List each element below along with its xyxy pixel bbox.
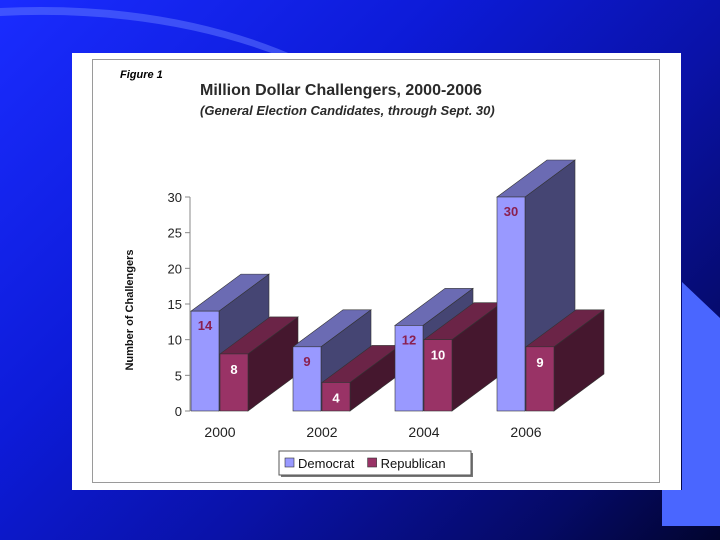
category-label-2002: 2002 — [306, 424, 337, 440]
bar-front-democrat-2002 — [292, 346, 322, 412]
bar-chart: Figure 1 Million Dollar Challengers, 200… — [120, 69, 605, 477]
legend-label-democrat: Democrat — [298, 456, 355, 471]
slide-swoosh — [0, 7, 300, 60]
data-label-democrat-2006: 30 — [504, 204, 518, 219]
bar-front-republican-2002 — [321, 382, 351, 412]
bar-front-democrat-2006 — [496, 196, 526, 412]
x-axis-categories: 2000 2002 2004 2006 — [204, 424, 541, 440]
data-label-republican-2000: 8 — [230, 362, 237, 377]
y-tick-label-5: 5 — [175, 368, 182, 383]
category-label-2000: 2000 — [204, 424, 235, 440]
y-axis-label: Number of Challengers — [124, 249, 136, 370]
legend-label-republican: Republican — [381, 456, 446, 471]
bar-front-republican-2000 — [219, 353, 249, 412]
bar-front-republican-2004 — [423, 339, 453, 412]
category-label-2006: 2006 — [510, 424, 541, 440]
legend-swatch-republican — [367, 457, 377, 468]
chart-panel: Figure 1 Million Dollar Challengers, 200… — [72, 53, 681, 490]
data-label-democrat-2004: 12 — [402, 332, 416, 347]
category-label-2004: 2004 — [408, 424, 439, 440]
chart-title: Million Dollar Challengers, 2000-2006 — [200, 82, 482, 99]
chart-frame: Figure 1 Million Dollar Challengers, 200… — [92, 59, 660, 483]
figure-label: Figure 1 — [120, 69, 163, 81]
bar-republican-2004: 10 — [423, 302, 503, 412]
legend-swatch-democrat — [284, 457, 295, 468]
slide-accent-right — [662, 282, 720, 526]
bar-republican-2000: 8 — [219, 316, 299, 412]
y-tick-label-20: 20 — [168, 261, 182, 276]
legend: Democrat Republican — [278, 450, 473, 477]
y-tick-label-10: 10 — [168, 333, 182, 348]
bar-republican-2002: 4 — [321, 344, 401, 412]
data-label-democrat-2002: 9 — [303, 354, 310, 369]
y-tick-label-15: 15 — [168, 297, 182, 312]
chart-subtitle: (General Election Candidates, through Se… — [200, 103, 495, 118]
bars-group: 14 8 9 4 12 10 30 9 — [190, 159, 605, 412]
data-label-republican-2006: 9 — [536, 355, 543, 370]
bar-republican-2006: 9 — [525, 309, 605, 412]
y-tick-label-30: 30 — [168, 190, 182, 205]
bar-front-republican-2006 — [525, 346, 555, 412]
data-label-republican-2004: 10 — [431, 348, 445, 363]
y-tick-label-0: 0 — [175, 404, 182, 419]
bar-front-democrat-2000 — [190, 310, 220, 412]
data-label-republican-2002: 4 — [332, 390, 340, 405]
bar-front-democrat-2004 — [394, 325, 424, 412]
y-tick-label-25: 25 — [168, 226, 182, 241]
y-axis: 0 5 10 15 20 25 30 — [168, 190, 191, 419]
data-label-democrat-2000: 14 — [198, 318, 213, 333]
